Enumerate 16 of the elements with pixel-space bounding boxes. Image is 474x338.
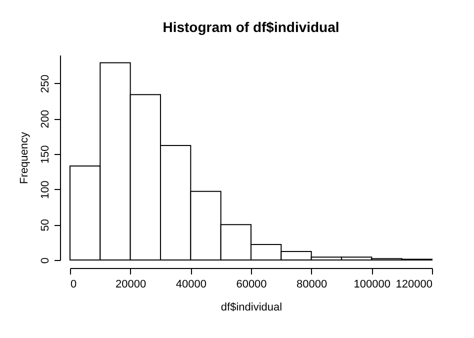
x-tick-label: 60000	[236, 278, 267, 290]
chart-title: Histogram of df$individual	[162, 19, 340, 35]
x-tick-label: 20000	[116, 278, 146, 290]
x-tick-label: 100000	[354, 278, 391, 290]
y-tick-label: 200	[40, 110, 52, 128]
y-tick-label: 100	[40, 180, 52, 199]
y-tick-label: 250	[40, 74, 52, 93]
x-axis-title: df$individual	[220, 302, 282, 314]
x-tick-label: 0	[70, 278, 77, 290]
y-tick-label: 0	[40, 257, 52, 264]
x-tick-label: 40000	[176, 278, 206, 290]
x-tick-label: 120000	[396, 278, 432, 290]
y-tick-label: 50	[40, 219, 52, 232]
x-tick-label: 80000	[296, 278, 328, 290]
y-axis-title: Frequency	[18, 132, 30, 184]
y-tick-label: 150	[40, 145, 52, 164]
